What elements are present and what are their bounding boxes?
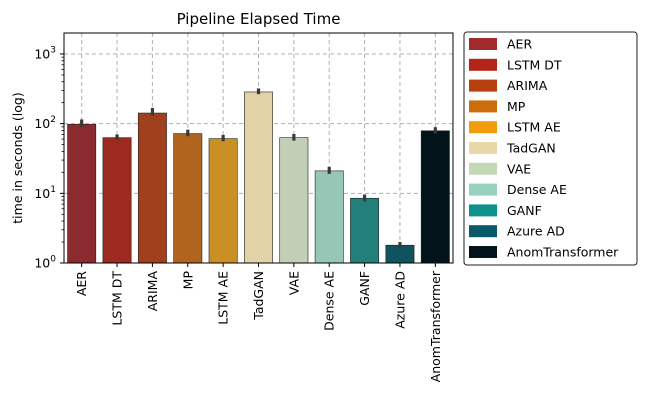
- legend-label: TadGAN: [506, 141, 556, 156]
- legend-swatch: [469, 162, 497, 175]
- legend-label: MP: [507, 99, 526, 114]
- x-tick-label: LSTM AE: [216, 271, 231, 325]
- legend-label: ARIMA: [507, 78, 548, 93]
- y-tick-label: 102: [34, 115, 56, 131]
- x-tick-label: MP: [180, 271, 195, 290]
- x-tick-label: ARIMA: [145, 271, 160, 312]
- legend-swatch: [469, 38, 497, 50]
- legend-swatch: [469, 100, 497, 113]
- x-axis: AER LSTM DT ARIMA MP LSTM AE TadGAN VAE Dense A…: [74, 263, 443, 382]
- bar: [279, 137, 309, 264]
- y-tick-label: 103: [34, 45, 56, 61]
- legend-swatch: [469, 79, 497, 92]
- legend-swatch: [469, 142, 497, 154]
- legend-label: LSTM DT: [507, 57, 562, 72]
- legend-swatch: [469, 246, 497, 258]
- y-axis: 100 101 102 103: [34, 45, 64, 271]
- legend-label: LSTM AE: [507, 120, 561, 135]
- chart-title: Pipeline Elapsed Time: [177, 10, 341, 28]
- bar: [350, 197, 380, 264]
- bar: [67, 123, 97, 264]
- x-tick-label: GANF: [357, 271, 372, 306]
- bar: [208, 138, 238, 264]
- x-tick-label: Dense AE: [322, 271, 337, 331]
- x-tick-label: VAE: [286, 271, 301, 295]
- bar: [420, 130, 450, 264]
- legend-label: Azure AD: [507, 224, 565, 239]
- legend-swatch: [469, 58, 497, 71]
- x-tick-label: TadGAN: [251, 271, 266, 321]
- bar: [102, 137, 132, 264]
- x-tick-label: LSTM DT: [110, 271, 125, 326]
- bar: [173, 133, 203, 264]
- bar: [137, 112, 167, 264]
- legend-swatch: [469, 183, 497, 196]
- y-tick-label: 100: [34, 255, 56, 271]
- bars-layer: [67, 91, 450, 264]
- legend-label: AER: [507, 37, 532, 52]
- legend-label: VAE: [507, 161, 531, 176]
- legend-swatch: [469, 204, 497, 217]
- legend-swatch: [469, 121, 497, 134]
- legend-label: AnomTransformer: [507, 245, 619, 260]
- bar: [244, 91, 273, 264]
- legend: AER LSTM DT ARIMA MP LSTM AE TadGAN VAE Dense A…: [463, 31, 638, 266]
- x-tick-label: AER: [74, 271, 89, 296]
- bar: [314, 170, 344, 264]
- error-bars-layer: [80, 88, 437, 248]
- x-tick-label: Azure AD: [392, 271, 407, 329]
- legend-box: [463, 31, 638, 266]
- legend-label: Dense AE: [507, 182, 567, 197]
- legend-swatch: [469, 225, 497, 238]
- legend-label: GANF: [507, 203, 542, 218]
- y-axis-label: time in seconds (log): [10, 92, 25, 223]
- x-tick-label: AnomTransformer: [428, 270, 443, 382]
- y-tick-label: 101: [34, 185, 56, 201]
- bar: [385, 244, 415, 264]
